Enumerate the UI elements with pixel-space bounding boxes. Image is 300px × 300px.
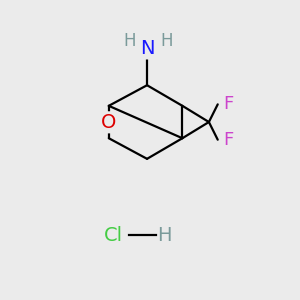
Text: H: H	[158, 226, 172, 245]
Text: O: O	[101, 113, 116, 132]
Text: F: F	[223, 131, 233, 149]
Text: H: H	[160, 32, 172, 50]
Text: Cl: Cl	[103, 226, 123, 245]
Text: H: H	[123, 32, 136, 50]
Text: N: N	[140, 39, 154, 58]
Text: F: F	[223, 95, 233, 113]
